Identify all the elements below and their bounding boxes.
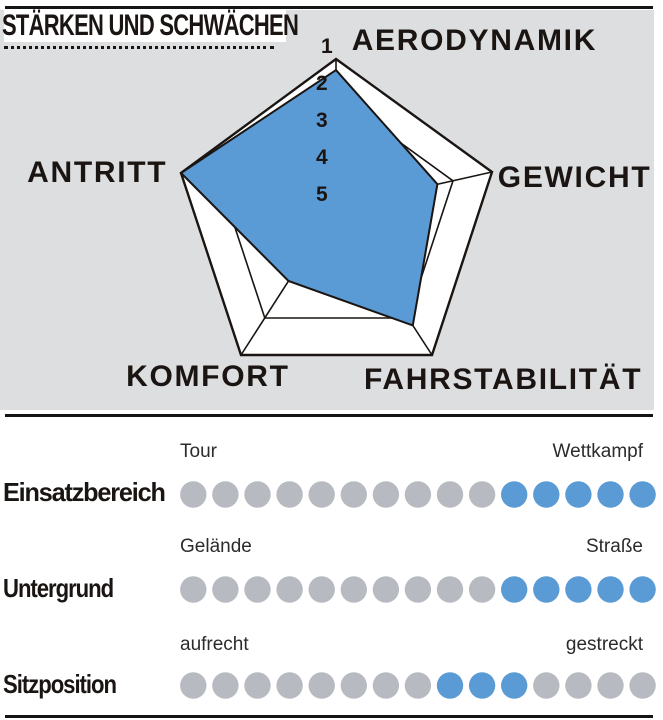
svg-text:3: 3 (316, 109, 328, 132)
svg-text:2: 2 (316, 72, 328, 95)
svg-text:5: 5 (316, 183, 328, 206)
svg-text:1: 1 (321, 35, 333, 58)
svg-text:4: 4 (316, 146, 328, 169)
